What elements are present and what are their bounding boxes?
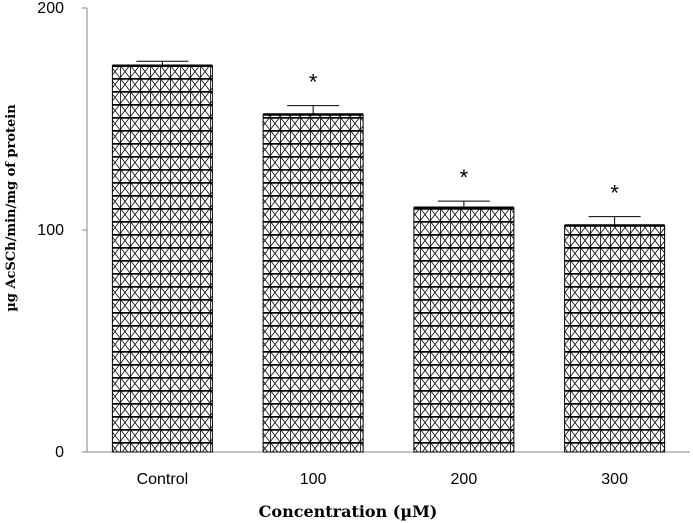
significance-markers: * * * (309, 70, 620, 206)
error-bar (588, 216, 641, 226)
x-tick-label: 200 (451, 471, 478, 488)
x-tick-label: 300 (601, 471, 628, 488)
bar-control (111, 65, 213, 453)
error-bars (136, 60, 641, 226)
y-tick-label: 0 (55, 444, 64, 461)
y-tick-label: 100 (37, 222, 64, 239)
y-tick-label: 200 (37, 0, 64, 17)
significance-star: * (460, 165, 469, 190)
x-ticks: Control 100 200 300 (137, 471, 628, 488)
y-ticks: 0 100 200 (37, 0, 87, 461)
x-tick-label: Control (137, 471, 189, 488)
significance-star: * (610, 181, 619, 206)
significance-star: * (309, 70, 318, 95)
bar-100 (262, 114, 364, 453)
error-bar (136, 60, 189, 66)
bar-200 (413, 207, 515, 453)
y-axis-title: µg AcSCh/min/mg of protein (4, 104, 19, 312)
bar-300 (564, 225, 666, 453)
bars (111, 64, 666, 453)
error-bar (287, 105, 340, 115)
x-axis-title: Concentration (µM) (259, 502, 438, 521)
x-tick-label: 100 (300, 471, 327, 488)
error-bar (437, 200, 490, 208)
